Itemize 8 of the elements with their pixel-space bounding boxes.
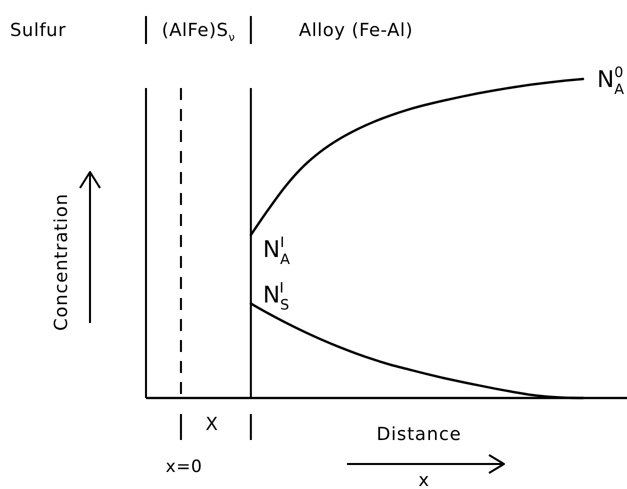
text: X bbox=[206, 414, 218, 435]
text: Alloy (Fe-Al) bbox=[298, 20, 413, 41]
text: (AlFe)S$_{ν}$ bbox=[162, 20, 236, 44]
text: Sulfur bbox=[10, 20, 66, 41]
text: x=0 bbox=[166, 457, 202, 477]
y-axis-title: Concentration bbox=[51, 193, 72, 331]
x-axis-title: Distance bbox=[376, 424, 462, 445]
text: x bbox=[418, 470, 430, 489]
